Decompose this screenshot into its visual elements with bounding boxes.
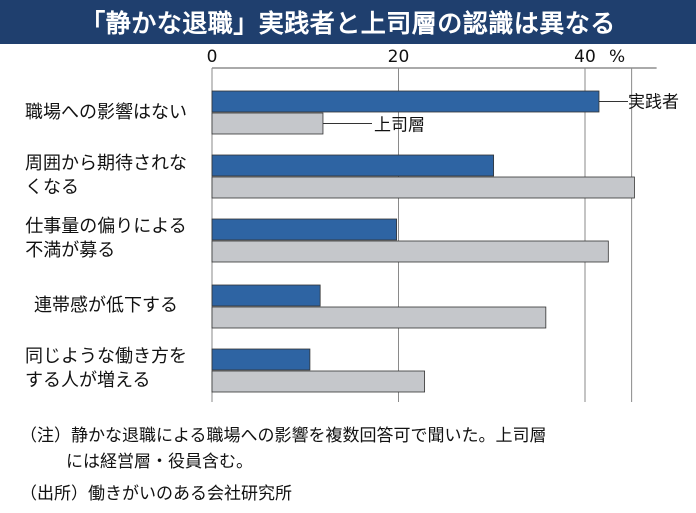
tick-label-20: 20 — [388, 47, 410, 67]
bar-manager-0 — [211, 112, 324, 135]
category-label-4: 同じような働き方を する人が増える — [25, 346, 187, 391]
bar-manager-4 — [211, 370, 426, 393]
tick-label-0: 0 — [207, 47, 218, 67]
bar-manager-2 — [211, 240, 609, 263]
bar-practitioner-2 — [211, 218, 398, 241]
bar-manager-3 — [211, 306, 547, 329]
category-label-2: 仕事量の偏りによる 不満が募る — [25, 216, 187, 261]
category-label-0: 職場への影響はない — [25, 102, 187, 123]
note-line-1: （注）静かな退職による職場への影響を複数回答可で聞いた。上司層 — [20, 426, 547, 446]
tick-label-40: 40 — [574, 47, 596, 67]
source-note: （出所）働きがいのある会社研究所 — [20, 484, 292, 504]
bar-practitioner-1 — [211, 154, 495, 177]
legend-label-manager: 上司層 — [374, 116, 425, 136]
bar-practitioner-4 — [211, 348, 311, 371]
category-label-1: 周囲から期待されな くなる — [25, 153, 187, 198]
category-label-3: 連帯感が低下する — [34, 295, 178, 316]
bar-practitioner-3 — [211, 284, 321, 307]
legend-label-practitioner: 実践者 — [628, 93, 679, 113]
bar-manager-1 — [211, 176, 635, 199]
bar-practitioner-0 — [211, 90, 600, 113]
chart-title: 「静かな退職」実践者と上司層の認識は異なる — [0, 0, 696, 44]
unit-label: % — [609, 47, 625, 67]
note-line-2: には経営層・役員含む。 — [66, 452, 253, 472]
